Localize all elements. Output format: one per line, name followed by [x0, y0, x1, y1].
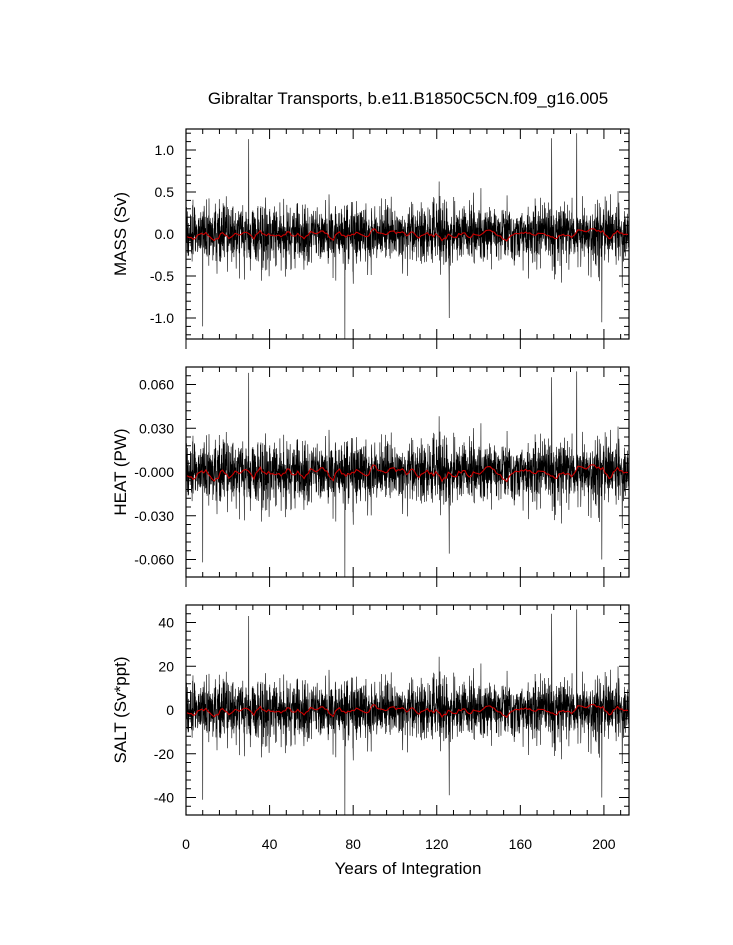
mass-y-tick-label: 0.5: [155, 184, 175, 200]
salt-y-tick-label: 0: [166, 702, 174, 718]
mass-y-tick-label: -1.0: [150, 310, 174, 326]
salt-annual-mean-line: [186, 703, 629, 718]
salt-y-tick-label: -40: [154, 790, 174, 806]
heat-annual-mean-line: [186, 464, 629, 483]
salt-y-tick-label: 40: [158, 615, 174, 631]
mass-panel-frame: [185, 128, 630, 340]
x-tick-label: 0: [182, 836, 190, 852]
mass-y-tick-label: 0.0: [155, 226, 175, 242]
mass-panel: 1.0 0.5 0.0 -0.5 -1.0 MASS (Sv): [111, 128, 630, 349]
heat-panel-frame: [185, 366, 630, 578]
salt-y-axis-label: SALT (Sv*ppt): [111, 656, 130, 763]
x-tick-label: 80: [345, 836, 361, 852]
salt-panel-frame: [185, 604, 630, 816]
x-tick-label: 120: [425, 836, 449, 852]
x-tick-label: 200: [592, 836, 616, 852]
x-tick-labels: 0 40 80 120 160 200: [182, 836, 616, 852]
mass-annual-mean-line: [186, 228, 629, 242]
salt-y-tick-label: 20: [158, 658, 174, 674]
salt-annual-mean-series: [186, 703, 629, 718]
heat-annual-mean-series: [186, 464, 629, 483]
heat-monthly-line: [185, 371, 630, 578]
salt-panel: 40 20 0 -20 -40 SALT (Sv*ppt): [111, 604, 630, 816]
mass-y-axis-label: MASS (Sv): [111, 192, 130, 276]
x-axis-label: Years of Integration: [335, 859, 482, 878]
heat-monthly-series: [185, 371, 630, 578]
heat-y-tick-label: -0.030: [134, 508, 174, 524]
salt-monthly-line: [185, 609, 630, 816]
heat-y-tick-label: -0.000: [134, 464, 174, 480]
heat-y-tick-label: 0.060: [139, 377, 174, 393]
mass-y-tick-label: 1.0: [155, 142, 175, 158]
x-tick-label: 160: [509, 836, 533, 852]
mass-monthly-line: [185, 133, 630, 340]
heat-y-axis-label: HEAT (PW): [111, 428, 130, 515]
salt-y-tick-label: -20: [154, 746, 174, 762]
chart-title: Gibraltar Transports, b.e11.B1850C5CN.f0…: [208, 89, 608, 108]
x-tick-label: 40: [262, 836, 278, 852]
heat-y-tick-label: -0.060: [134, 552, 174, 568]
heat-y-tick-label: 0.030: [139, 420, 174, 436]
heat-panel: 0.060 0.030 -0.000 -0.030 -0.060 HEAT (PW): [111, 366, 630, 587]
mass-annual-mean-series: [186, 228, 629, 242]
mass-y-tick-label: -0.5: [150, 268, 174, 284]
salt-monthly-series: [185, 609, 630, 816]
mass-monthly-series: [185, 133, 630, 340]
